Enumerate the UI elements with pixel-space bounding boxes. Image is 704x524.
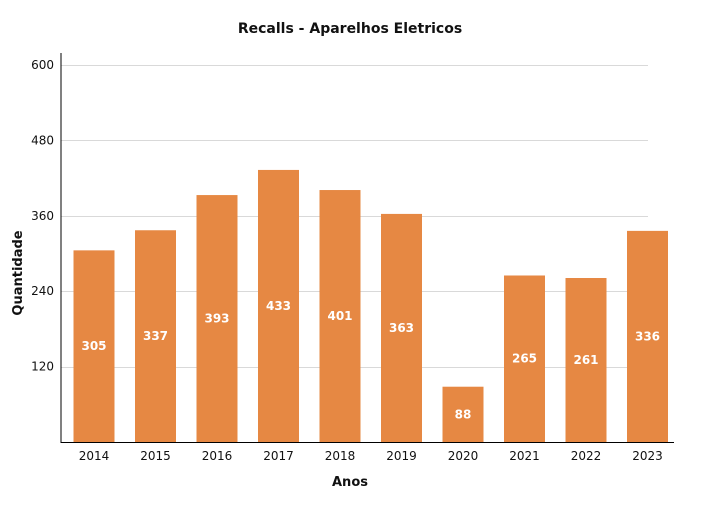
bar-2018	[319, 190, 361, 442]
chart-title: Recalls - Aparelhos Eletricos	[238, 21, 462, 37]
y-axis-title: Quantidade	[11, 230, 26, 315]
x-tick-label-2023: 2023	[632, 449, 663, 463]
data-label-2016: 393	[204, 312, 229, 326]
y-tick-label: 240	[31, 284, 54, 298]
y-tick-labels: 120 240 360 480 600	[31, 58, 54, 374]
x-tick-label-2016: 2016	[202, 449, 233, 463]
bar-2015	[135, 230, 176, 442]
y-tick-label: 120	[31, 360, 54, 374]
y-tick-label: 360	[31, 209, 54, 223]
data-label-2017: 433	[266, 299, 291, 313]
data-label-2019: 363	[389, 321, 414, 335]
bar-2019	[381, 213, 422, 442]
data-label-2022: 261	[573, 353, 598, 367]
bar-2017	[258, 169, 299, 442]
data-label-2018: 401	[327, 309, 352, 323]
x-tick-labels: 2014 2015 2016 2017 2018 2019 2020 2021 2022 2023	[79, 449, 663, 463]
data-label-2020: 88	[455, 407, 472, 421]
x-tick-label-2014: 2014	[79, 449, 110, 463]
bar-2016	[196, 195, 238, 442]
x-axis-title: Anos	[332, 475, 368, 490]
data-label-2015: 337	[143, 329, 168, 343]
bar-2020	[442, 386, 484, 442]
bars: 305 337 393 433 401 363 88 265 261 336	[73, 169, 668, 442]
x-tick-label-2018: 2018	[325, 449, 356, 463]
y-tick-label: 480	[31, 133, 54, 147]
x-tick-label-2017: 2017	[263, 449, 294, 463]
x-tick-label-2021: 2021	[509, 449, 540, 463]
bar-2021	[504, 275, 545, 442]
data-label-2014: 305	[81, 339, 106, 353]
x-tick-label-2019: 2019	[386, 449, 417, 463]
bar-2014	[73, 250, 115, 442]
x-tick-label-2020: 2020	[448, 449, 479, 463]
bar-2023	[627, 230, 668, 442]
bar-2022	[565, 278, 607, 442]
data-label-2023: 336	[635, 329, 660, 343]
x-tick-label-2015: 2015	[140, 449, 171, 463]
x-tick-label-2022: 2022	[571, 449, 602, 463]
y-tick-label: 600	[31, 58, 54, 72]
data-label-2021: 265	[512, 352, 537, 366]
